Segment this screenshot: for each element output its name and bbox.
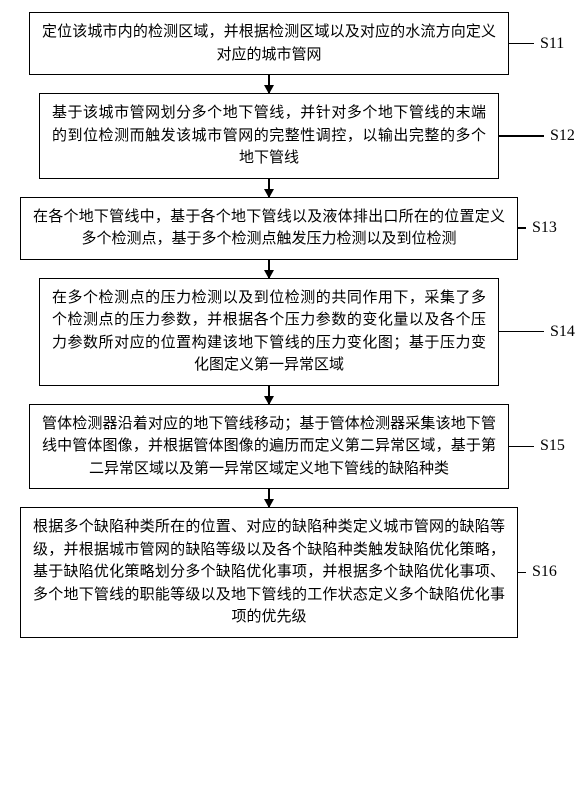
arrow-row — [20, 179, 567, 197]
step-label-s13: S13 — [526, 219, 557, 237]
flow-step-row: 在各个地下管线中，基于各个地下管线以及液体排出口所在的位置定义多个检测点，基于多… — [20, 197, 567, 260]
flow-step-box-s15: 管体检测器沿着对应的地下管线移动；基于管体检测器采集该地下管线中管体图像，并根据… — [29, 404, 509, 490]
arrow-row — [20, 75, 567, 93]
step-connector: S15 — [509, 437, 567, 455]
flow-step-row: 在多个检测点的压力检测以及到位检测的共同作用下，采集了多个检测点的压力参数，并根… — [20, 278, 567, 386]
arrow-down-icon — [20, 75, 518, 93]
connector-line — [499, 135, 544, 137]
step-label-s14: S14 — [544, 323, 575, 341]
arrow-down-icon — [20, 260, 518, 278]
connector-line — [509, 43, 534, 45]
flow-step-box-s11: 定位该城市内的检测区域，并根据检测区域以及对应的水流方向定义对应的城市管网 — [29, 12, 509, 75]
step-connector: S14 — [499, 323, 567, 341]
arrow-row — [20, 260, 567, 278]
flow-step-row: 基于该城市管网划分多个地下管线，并针对多个地下管线的末端的到位检测而触发该城市管… — [20, 93, 567, 179]
flow-step-box-s13: 在各个地下管线中，基于各个地下管线以及液体排出口所在的位置定义多个检测点，基于多… — [20, 197, 518, 260]
flow-step-row: 定位该城市内的检测区域，并根据检测区域以及对应的水流方向定义对应的城市管网 S11 — [20, 12, 567, 75]
step-connector: S13 — [518, 219, 567, 237]
flowchart-container: 定位该城市内的检测区域，并根据检测区域以及对应的水流方向定义对应的城市管网 S11… — [20, 12, 567, 638]
step-connector: S16 — [518, 563, 567, 581]
step-label-s12: S12 — [544, 127, 575, 145]
arrow-down-icon — [20, 179, 518, 197]
connector-line — [518, 572, 526, 574]
step-connector: S11 — [509, 35, 567, 53]
connector-line — [509, 446, 534, 448]
arrow-down-icon — [20, 386, 518, 404]
step-label-s11: S11 — [534, 35, 564, 53]
flow-step-box-s14: 在多个检测点的压力检测以及到位检测的共同作用下，采集了多个检测点的压力参数，并根… — [39, 278, 499, 386]
flow-step-box-s16: 根据多个缺陷种类所在的位置、对应的缺陷种类定义城市管网的缺陷等级，并根据城市管网… — [20, 507, 518, 638]
connector-line — [499, 331, 544, 333]
flow-step-row: 管体检测器沿着对应的地下管线移动；基于管体检测器采集该地下管线中管体图像，并根据… — [20, 404, 567, 490]
connector-line — [518, 227, 526, 229]
step-connector: S12 — [499, 127, 567, 145]
step-label-s16: S16 — [526, 563, 557, 581]
flow-step-row: 根据多个缺陷种类所在的位置、对应的缺陷种类定义城市管网的缺陷等级，并根据城市管网… — [20, 507, 567, 638]
step-label-s15: S15 — [534, 437, 565, 455]
arrow-row — [20, 386, 567, 404]
arrow-down-icon — [20, 489, 518, 507]
flow-step-box-s12: 基于该城市管网划分多个地下管线，并针对多个地下管线的末端的到位检测而触发该城市管… — [39, 93, 499, 179]
arrow-row — [20, 489, 567, 507]
